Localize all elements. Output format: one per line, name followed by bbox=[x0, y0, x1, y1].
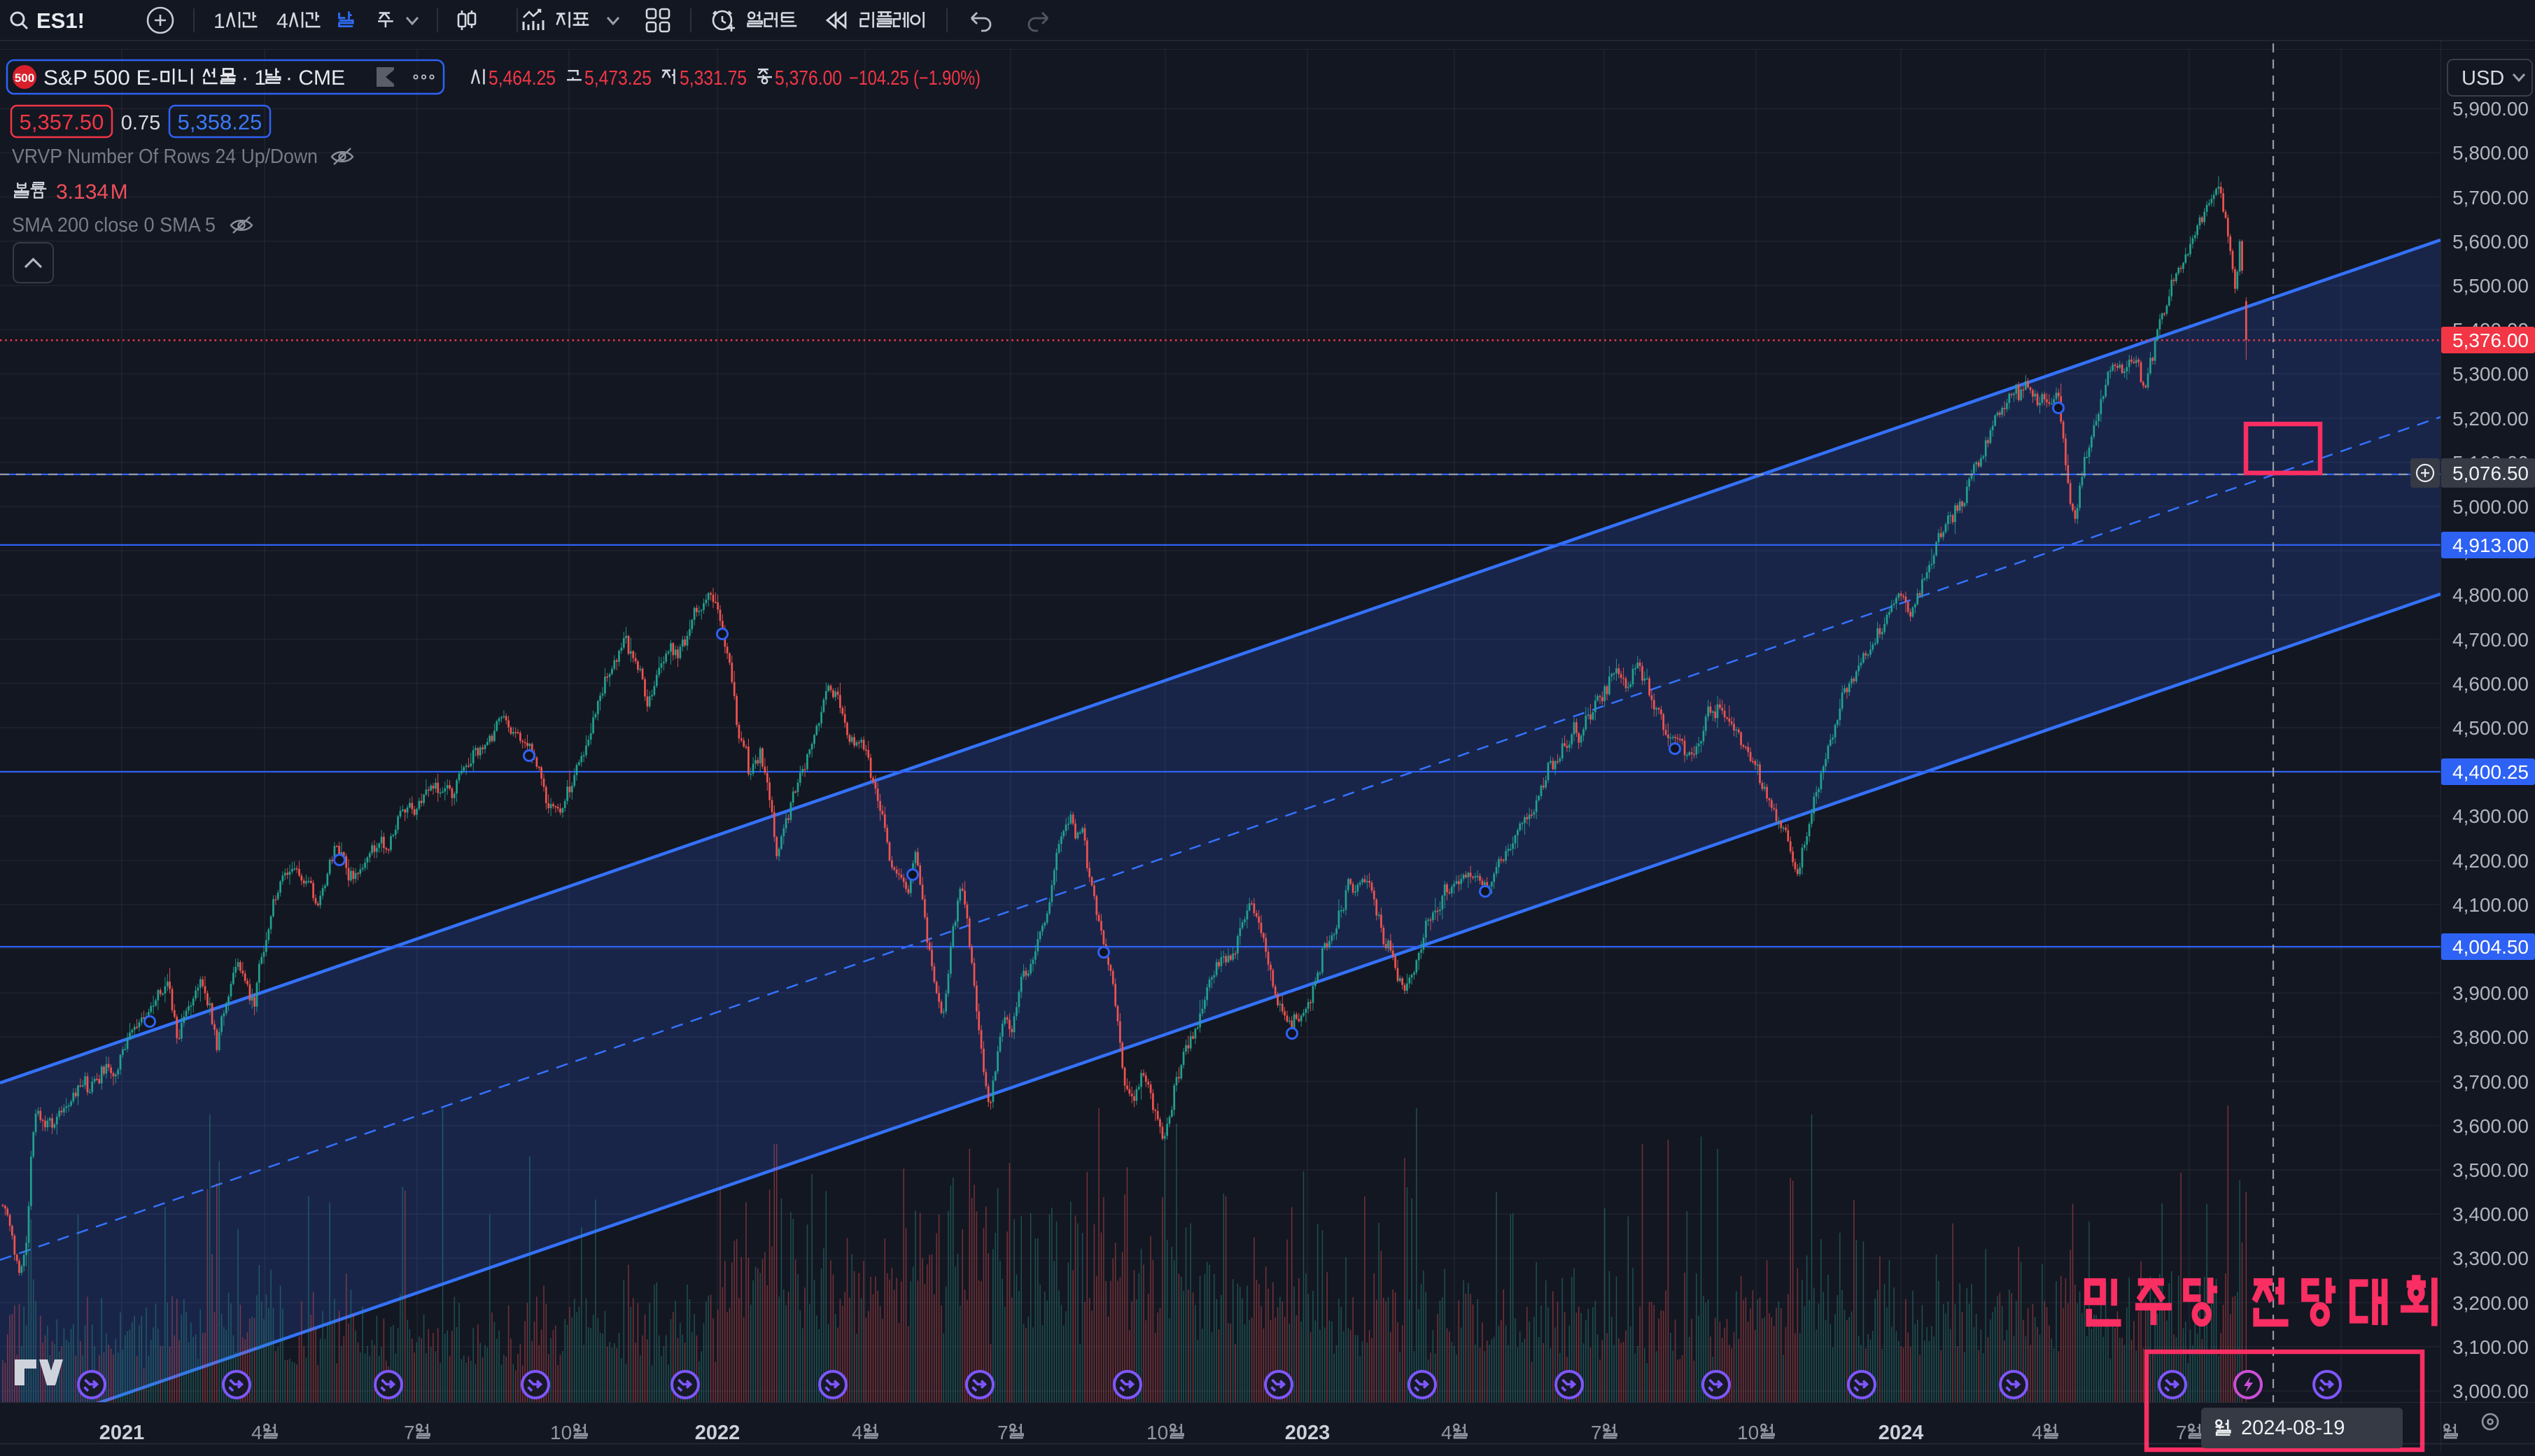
svg-text:3,000.00: 3,000.00 bbox=[2452, 1380, 2529, 1402]
svg-text:3,800.00: 3,800.00 bbox=[2452, 1026, 2529, 1048]
svg-text:4,200.00: 4,200.00 bbox=[2452, 850, 2529, 872]
svg-text:2024-08-19: 2024-08-19 bbox=[2241, 1417, 2345, 1439]
svg-text:4: 4 bbox=[276, 10, 288, 33]
svg-text:4,300.00: 4,300.00 bbox=[2452, 805, 2529, 827]
svg-text:· CME: · CME bbox=[286, 66, 345, 90]
svg-text:7: 7 bbox=[1591, 1422, 1602, 1443]
svg-text:ES1!: ES1! bbox=[36, 8, 85, 33]
svg-text:SMA 200 close 0 SMA 5: SMA 200 close 0 SMA 5 bbox=[12, 214, 216, 236]
svg-text:5,500.00: 5,500.00 bbox=[2452, 275, 2529, 297]
svg-text:7: 7 bbox=[404, 1422, 415, 1443]
svg-text:5,000.00: 5,000.00 bbox=[2452, 496, 2529, 518]
svg-text:5,800.00: 5,800.00 bbox=[2452, 142, 2529, 164]
svg-text:−104.25 (−1.90%): −104.25 (−1.90%) bbox=[849, 67, 981, 90]
svg-text:2021: 2021 bbox=[99, 1422, 145, 1444]
svg-text:5,464.25: 5,464.25 bbox=[489, 67, 556, 90]
svg-text:10: 10 bbox=[1737, 1422, 1759, 1443]
svg-text:4: 4 bbox=[2032, 1422, 2043, 1443]
svg-text:3,500.00: 3,500.00 bbox=[2452, 1159, 2529, 1181]
svg-text:5,376.00: 5,376.00 bbox=[775, 67, 842, 90]
svg-text:4,700.00: 4,700.00 bbox=[2452, 629, 2529, 651]
svg-text:0.75: 0.75 bbox=[121, 112, 160, 134]
svg-text:3,200.00: 3,200.00 bbox=[2452, 1292, 2529, 1314]
svg-text:10: 10 bbox=[1146, 1422, 1168, 1443]
svg-text:VRVP Number Of Rows 24 Up/Down: VRVP Number Of Rows 24 Up/Down bbox=[12, 146, 318, 168]
svg-text:5,076.50: 5,076.50 bbox=[2452, 462, 2529, 484]
svg-text:3,700.00: 3,700.00 bbox=[2452, 1071, 2529, 1093]
svg-text:10: 10 bbox=[550, 1422, 572, 1443]
svg-text:1: 1 bbox=[213, 10, 225, 33]
svg-text:5,300.00: 5,300.00 bbox=[2452, 363, 2529, 385]
svg-text:3.134 M: 3.134 M bbox=[56, 181, 128, 204]
svg-text:5,376.00: 5,376.00 bbox=[2452, 330, 2529, 351]
svg-text:4,100.00: 4,100.00 bbox=[2452, 894, 2529, 916]
svg-text:3,100.00: 3,100.00 bbox=[2452, 1336, 2529, 1358]
svg-text:5,900.00: 5,900.00 bbox=[2452, 98, 2529, 120]
svg-text:2022: 2022 bbox=[695, 1422, 740, 1444]
svg-text:4,800.00: 4,800.00 bbox=[2452, 584, 2529, 606]
svg-text:5,357.50: 5,357.50 bbox=[20, 110, 104, 134]
svg-text:4: 4 bbox=[1441, 1422, 1452, 1443]
svg-text:5,331.75: 5,331.75 bbox=[680, 67, 747, 90]
svg-text:4,400.25: 4,400.25 bbox=[2452, 761, 2529, 783]
svg-text:4: 4 bbox=[251, 1422, 262, 1443]
svg-text:3,300.00: 3,300.00 bbox=[2452, 1248, 2529, 1269]
svg-text:7: 7 bbox=[2176, 1422, 2187, 1443]
svg-text:3,900.00: 3,900.00 bbox=[2452, 982, 2529, 1004]
svg-text:4,913.00: 4,913.00 bbox=[2452, 535, 2529, 556]
svg-text:S&P 500 E-: S&P 500 E- bbox=[43, 66, 158, 90]
svg-text:5,473.25: 5,473.25 bbox=[584, 67, 652, 90]
svg-text:· 1: · 1 bbox=[241, 66, 266, 90]
svg-text:4,500.00: 4,500.00 bbox=[2452, 717, 2529, 739]
svg-text:5,358.25: 5,358.25 bbox=[178, 110, 262, 134]
svg-text:5,200.00: 5,200.00 bbox=[2452, 408, 2529, 430]
svg-text:500: 500 bbox=[15, 71, 34, 85]
svg-text:4: 4 bbox=[852, 1422, 863, 1443]
svg-text:3,400.00: 3,400.00 bbox=[2452, 1203, 2529, 1225]
svg-text:2024: 2024 bbox=[1879, 1422, 1924, 1444]
svg-text:5,700.00: 5,700.00 bbox=[2452, 187, 2529, 208]
svg-text:4,004.50: 4,004.50 bbox=[2452, 936, 2529, 958]
svg-text:USD: USD bbox=[2462, 67, 2504, 90]
svg-text:4,600.00: 4,600.00 bbox=[2452, 673, 2529, 695]
svg-text:7: 7 bbox=[997, 1422, 1009, 1443]
svg-text:2023: 2023 bbox=[1285, 1422, 1330, 1444]
svg-text:3,600.00: 3,600.00 bbox=[2452, 1115, 2529, 1137]
svg-text:5,600.00: 5,600.00 bbox=[2452, 231, 2529, 253]
